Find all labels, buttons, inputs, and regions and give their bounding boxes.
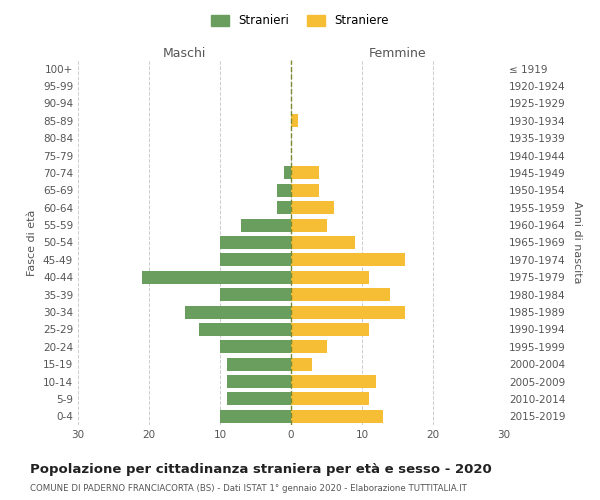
Bar: [284, 166, 291, 179]
Text: Popolazione per cittadinanza straniera per età e sesso - 2020: Popolazione per cittadinanza straniera p…: [30, 462, 492, 475]
Bar: [142, 270, 291, 284]
Bar: [227, 392, 291, 406]
Bar: [277, 201, 291, 214]
Bar: [220, 410, 291, 423]
Bar: [291, 288, 391, 301]
Bar: [277, 184, 291, 197]
Bar: [291, 114, 298, 128]
Bar: [291, 375, 376, 388]
Bar: [291, 306, 404, 318]
Bar: [291, 236, 355, 249]
Text: COMUNE DI PADERNO FRANCIACORTA (BS) - Dati ISTAT 1° gennaio 2020 - Elaborazione : COMUNE DI PADERNO FRANCIACORTA (BS) - Da…: [30, 484, 467, 493]
Bar: [291, 392, 369, 406]
Bar: [291, 270, 369, 284]
Bar: [291, 410, 383, 423]
Bar: [220, 340, 291, 353]
Bar: [291, 340, 326, 353]
Bar: [291, 358, 313, 370]
Bar: [227, 358, 291, 370]
Bar: [199, 323, 291, 336]
Y-axis label: Anni di nascita: Anni di nascita: [572, 201, 582, 284]
Legend: Stranieri, Straniere: Stranieri, Straniere: [208, 11, 392, 31]
Text: Femmine: Femmine: [368, 47, 427, 60]
Bar: [291, 184, 319, 197]
Y-axis label: Fasce di età: Fasce di età: [28, 210, 37, 276]
Bar: [291, 201, 334, 214]
Bar: [291, 218, 326, 232]
Text: Maschi: Maschi: [163, 47, 206, 60]
Bar: [241, 218, 291, 232]
Bar: [227, 375, 291, 388]
Bar: [220, 288, 291, 301]
Bar: [291, 166, 319, 179]
Bar: [220, 236, 291, 249]
Bar: [185, 306, 291, 318]
Bar: [291, 323, 369, 336]
Bar: [220, 254, 291, 266]
Bar: [291, 254, 404, 266]
